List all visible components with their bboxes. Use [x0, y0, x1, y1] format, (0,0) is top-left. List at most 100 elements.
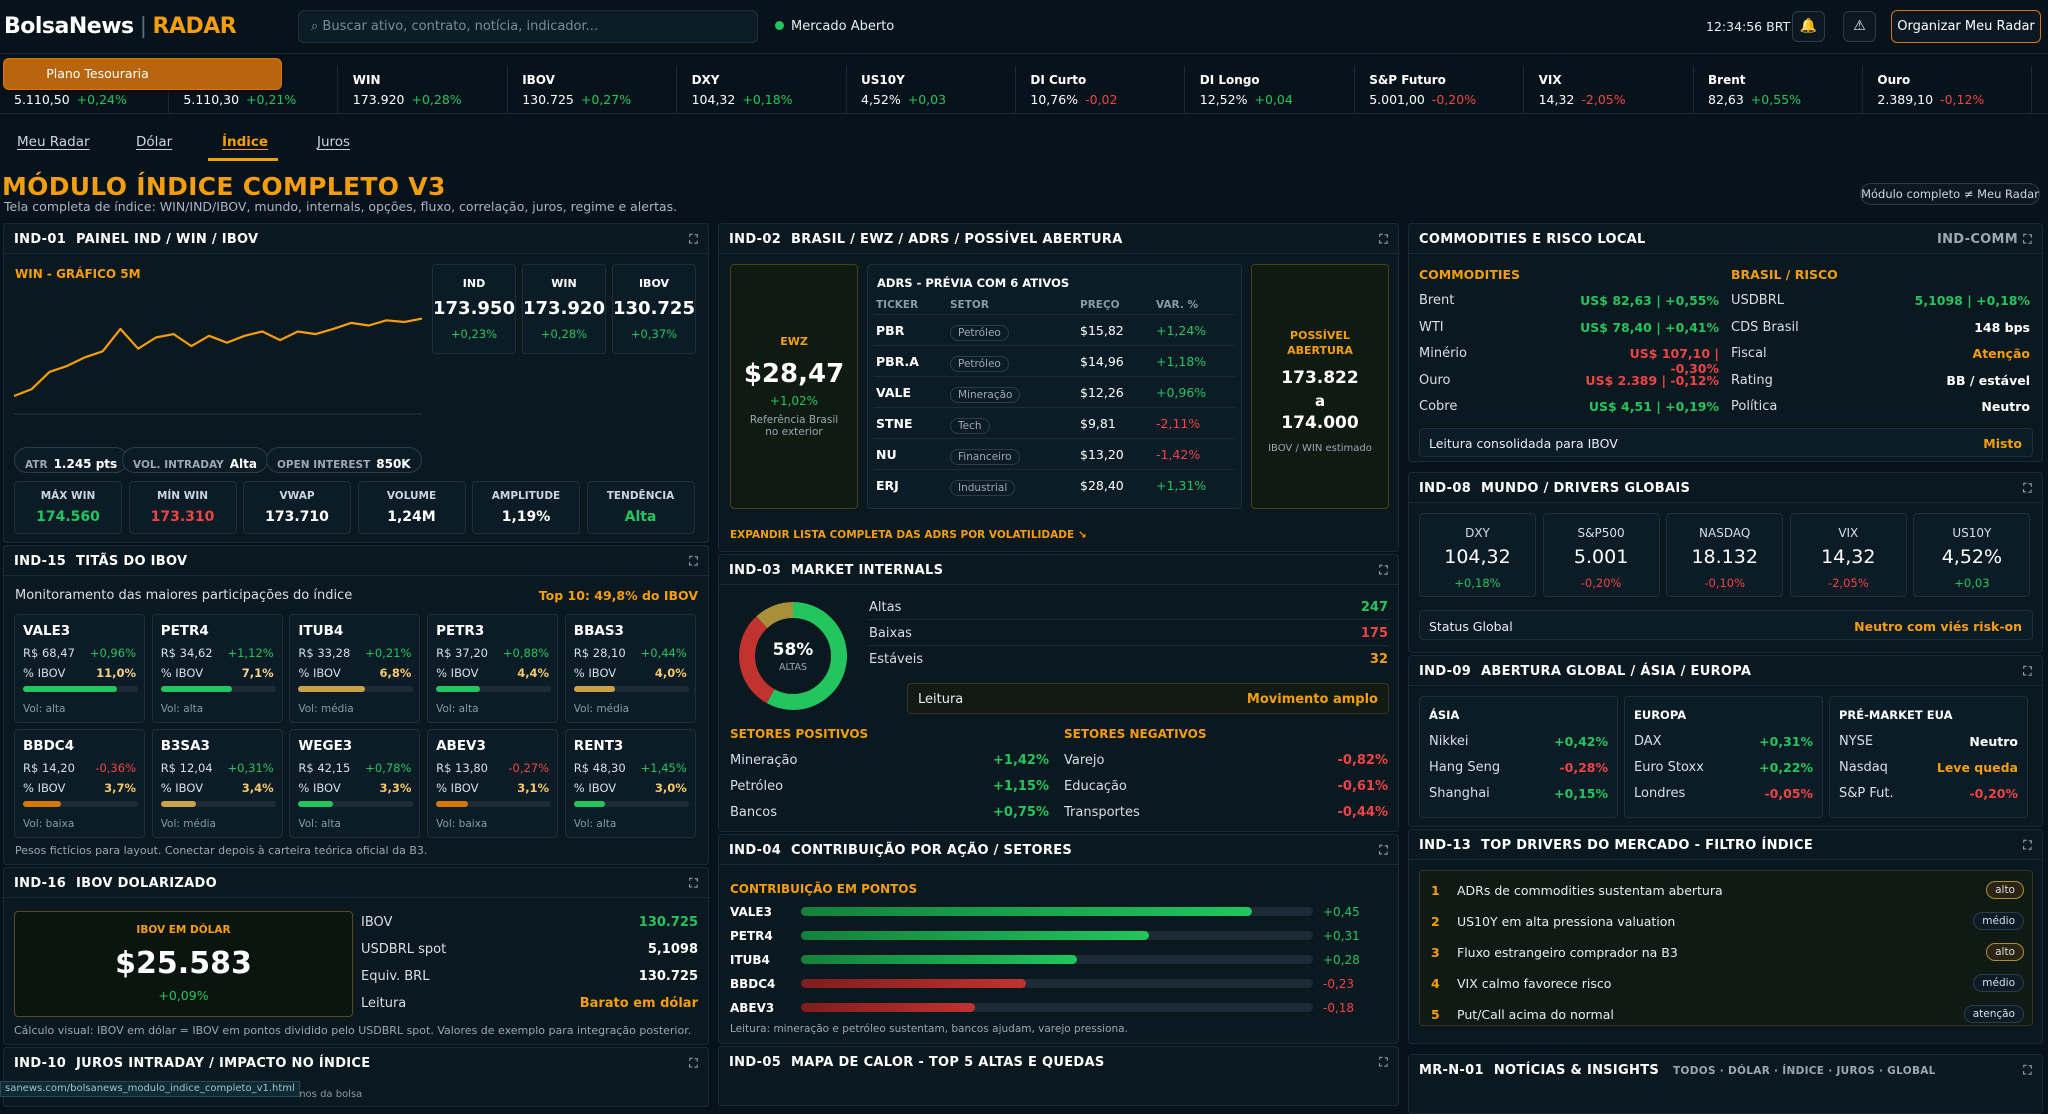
titan-pct-label: % IBOV [436, 781, 478, 795]
ticker-value-row: 173.920+0,28% [353, 92, 507, 108]
titan-price: R$ 34,62 [161, 646, 213, 660]
ewz-card: EWZ $28,47 +1,02% Referência Brasil no e… [730, 264, 858, 509]
ticker-value: 82,63 [1708, 92, 1744, 107]
titan-weight: 4,4% [517, 666, 549, 680]
titan-volume: Vol: média [161, 818, 216, 830]
stat-value: 1,19% [473, 509, 579, 525]
global-card-change: +0,18% [1420, 576, 1535, 590]
expand-icon[interactable]: ⛶ [1379, 563, 1388, 578]
contribution-value: +0,28 [1323, 953, 1360, 967]
tab-dolar[interactable]: Dólar [136, 134, 172, 150]
tab-indice[interactable]: Índice [222, 134, 268, 150]
news-filters[interactable]: TODOS · DÓLAR · ÍNDICE · JUROS · GLOBAL [1673, 1065, 1936, 1077]
titan-change: +1,45% [641, 761, 687, 775]
organize-radar-button[interactable]: Organizar Meu Radar [1891, 10, 2041, 43]
negative-sector-value: -0,61% [1338, 779, 1389, 794]
titan-ticker: ITUB4 [298, 623, 343, 639]
driver-badge: médio [1973, 974, 2024, 992]
expand-icon[interactable]: ⛶ [2023, 1063, 2032, 1078]
ticker-change: -0,12% [1940, 92, 1984, 107]
expand-icon[interactable]: ⛶ [1379, 843, 1388, 858]
ticker-change: +0,18% [742, 92, 792, 107]
expand-icon[interactable]: ⛶ [2023, 481, 2032, 496]
plano-tesouraria-button[interactable]: Plano Tesouraria [3, 58, 282, 90]
internals-label: Estáveis [869, 652, 923, 667]
win-series-line [14, 319, 422, 396]
search-input[interactable]: ⌕ Buscar ativo, contrato, notícia, indic… [298, 10, 758, 43]
tab-meu-radar[interactable]: Meu Radar [17, 134, 90, 150]
logo[interactable]: BolsaNews|RADAR [4, 14, 236, 39]
mode-pill[interactable]: Módulo completo ≠ Meu Radar [1860, 183, 2040, 205]
titan-weight: 3,0% [655, 781, 687, 795]
bell-icon[interactable]: 🔔 [1792, 11, 1825, 42]
expand-icon[interactable]: ⛶ [689, 232, 698, 247]
internals-divider [869, 619, 1388, 620]
expand-icon[interactable]: ⛶ [1379, 1055, 1388, 1070]
risk-name: USDBRL [1731, 293, 1784, 308]
ticker-value-row: 5.110,50+0,24% [14, 92, 168, 108]
expand-icon[interactable]: ⛶ [689, 1056, 698, 1071]
contribution-note: Leitura: mineração e petróleo sustentam,… [730, 1023, 1128, 1035]
tab-juros[interactable]: Juros [317, 134, 350, 150]
quote-change: +0,28% [523, 327, 605, 341]
ticker-value: 14,32 [1539, 92, 1575, 107]
expand-icon[interactable]: ⛶ [2023, 664, 2032, 679]
expand-adrs-link[interactable]: EXPANDIR LISTA COMPLETA DAS ADRS POR VOL… [730, 529, 1087, 541]
chip-value: Alta [230, 457, 257, 471]
ticker-value: 5.110,50 [14, 92, 70, 107]
global-open-name: Nasdaq [1839, 760, 1888, 775]
global-open-name: Shanghai [1429, 786, 1490, 801]
global-card-value: 4,52% [1914, 546, 2029, 568]
titan-pct-label: % IBOV [23, 666, 65, 680]
donut-label: ALTAS [735, 662, 851, 673]
risk-name: Fiscal [1731, 346, 1767, 361]
expand-icon[interactable]: ⛶ [689, 876, 698, 891]
titan-volume: Vol: média [298, 703, 353, 715]
expand-icon[interactable]: ⛶ [1379, 232, 1388, 247]
panel-code: IND-02 [729, 232, 781, 247]
risk-name: Rating [1731, 373, 1773, 388]
risk-value: Neutro [1981, 399, 2030, 414]
expand-icon[interactable]: ⛶ [2023, 838, 2032, 853]
internals-label: Baixas [869, 626, 912, 641]
titan-bar-fill [23, 801, 61, 807]
alert-icon[interactable]: ⚠ [1843, 11, 1876, 42]
contribution-value: +0,31 [1323, 929, 1360, 943]
global-open-title: PRÉ-MARKET EUA [1839, 708, 1952, 722]
titan-weight: 11,0% [96, 666, 136, 680]
global-open-value: -0,20% [1969, 786, 2018, 801]
ibov-usd-label: IBOV EM DÓLAR [15, 924, 352, 936]
expand-icon[interactable]: ⛶ [2023, 232, 2032, 247]
expand-icon[interactable]: ⛶ [689, 554, 698, 569]
